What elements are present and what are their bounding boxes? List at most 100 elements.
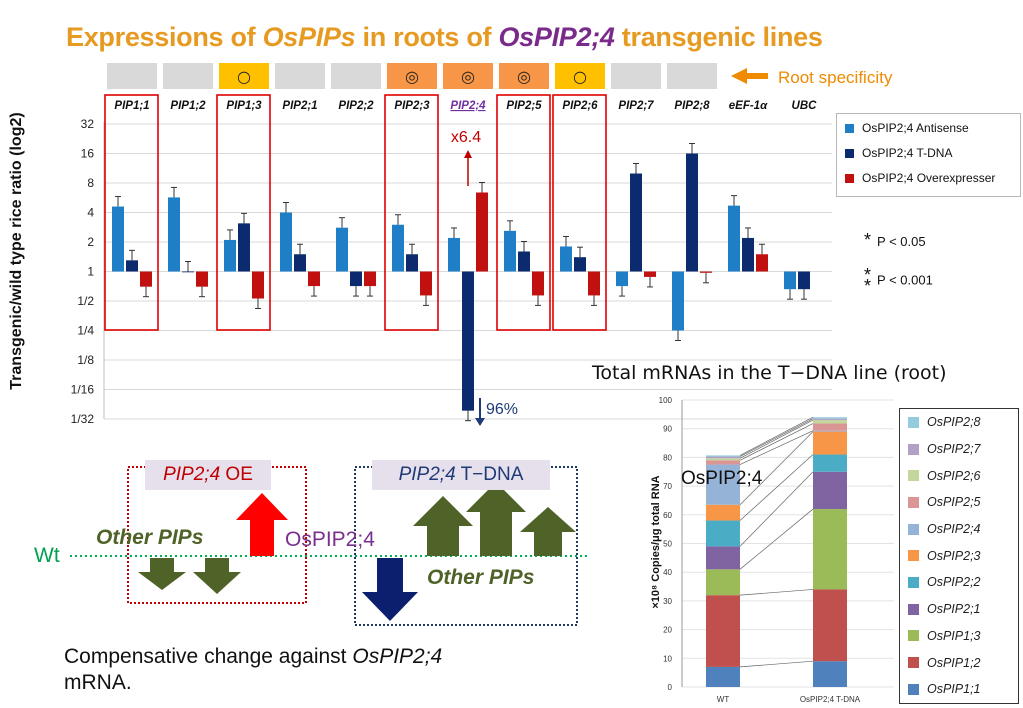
bar (756, 254, 768, 272)
bar (560, 246, 572, 272)
legend-swatch (908, 576, 919, 588)
stacked-legend-item: OsPIP2;8 (900, 409, 1018, 436)
specificity-cell (331, 63, 381, 89)
specificity-mark: ◎ (517, 67, 531, 86)
stacked-segment (706, 666, 740, 687)
chart-annotations: x6.4 96% (451, 129, 518, 426)
bar (518, 251, 530, 272)
bar (392, 224, 404, 272)
x-category-label: PIP2;6 (562, 100, 598, 112)
stacked-y-ticks: 0 10 20 30 40 50 60 70 80 90 100 (659, 396, 673, 692)
bar (588, 271, 600, 296)
x-category-label: PIP2;7 (618, 100, 654, 112)
other-pips-label-tdna: Other PIPs (427, 566, 535, 589)
annotation-up-arrowhead (464, 150, 472, 158)
bar (364, 271, 376, 287)
bar (686, 153, 698, 272)
stacked-legend-item: OsPIP2;3 (900, 542, 1018, 569)
bar (308, 271, 320, 287)
stacked-legend-item: OsPIP1;1 (900, 676, 1018, 703)
stacked-y-tick: 60 (663, 511, 672, 520)
bar (168, 197, 180, 272)
connector-line (739, 419, 814, 459)
pvalue-legend-2: * * P < 0.001 (864, 265, 933, 296)
stacked-segment (813, 420, 847, 424)
specificity-cell (443, 63, 493, 89)
legend-swatch (908, 683, 919, 695)
stacked-legend: OsPIP2;8 OsPIP2;7 OsPIP2;6 OsPIP2;5 OsPIP2;4… (899, 408, 1019, 704)
legend-swatch (908, 657, 919, 669)
bar (182, 271, 194, 273)
y-tick-label: 2 (87, 235, 94, 249)
legend-swatch (908, 523, 919, 535)
bar (574, 257, 586, 272)
stacked-legend-item: OsPIP2;6 (900, 462, 1018, 489)
x-category-label: PIP2;2 (338, 100, 374, 112)
bar (420, 271, 432, 296)
x-category-label: PIP2;1 (282, 100, 317, 112)
bar (406, 254, 418, 272)
stacked-x-category: OsPIP2;4 T-DNA (800, 695, 861, 704)
bar (700, 271, 712, 273)
connector-line (739, 430, 814, 465)
stacked-y-tick: 90 (663, 425, 672, 434)
stacked-segment (706, 458, 740, 461)
stacked-segment (706, 455, 740, 457)
bar (742, 237, 754, 272)
caption: Compensative change against OsPIP2;4 mRN… (64, 645, 443, 694)
stacked-bars (706, 417, 847, 687)
bar (728, 205, 740, 272)
stacked-segment (706, 504, 740, 521)
bar (462, 271, 474, 411)
stacked-y-tick: 70 (663, 482, 672, 491)
connector-line (739, 471, 814, 547)
legend-item-overexpresser: OsPIP2;4 Overexpresser (837, 167, 1020, 189)
bar (350, 271, 362, 287)
connector-line (739, 423, 814, 461)
x-category-label: PIP1;3 (226, 100, 262, 112)
annotation-down-arrowhead (475, 418, 485, 426)
stacked-segment (813, 431, 847, 455)
highlight-box (552, 94, 607, 331)
stacked-legend-item: OsPIP2;2 (900, 569, 1018, 596)
bar (504, 230, 516, 272)
x-category-label: PIP2;8 (674, 100, 710, 112)
stacked-segment (813, 454, 847, 472)
ospip24-note: OsPIP2;4 (681, 468, 763, 489)
legend-swatch (908, 603, 919, 615)
bar (476, 192, 488, 272)
y-tick-label: 1/32 (71, 412, 95, 426)
bar (336, 227, 348, 272)
legend-item-tdna: OsPIP2;4 T-DNA (837, 142, 1020, 164)
specificity-cell (499, 63, 549, 89)
chart-bars (112, 143, 810, 422)
specificity-mark: ◎ (405, 67, 419, 86)
stacked-legend-item: OsPIP1;3 (900, 623, 1018, 650)
stacked-y-tick: 10 (663, 654, 672, 663)
legend-swatch (908, 550, 919, 562)
specificity-mark: ○ (237, 67, 251, 86)
stacked-legend-item: OsPIP2;1 (900, 596, 1018, 623)
stacked-y-tick: 100 (659, 396, 673, 405)
tdna-up-arrow-1 (413, 496, 473, 556)
y-tick-label: 4 (87, 206, 94, 220)
stacked-segment (813, 509, 847, 590)
tdna-label: PIP2;4 T−DNA (372, 460, 550, 490)
legend-swatch (908, 416, 919, 428)
stacked-segment (706, 520, 740, 547)
bar (238, 223, 250, 272)
stacked-segment (706, 456, 740, 459)
y-tick-label: 32 (81, 117, 95, 131)
bar (280, 212, 292, 272)
connector-line (739, 418, 814, 457)
bar (112, 206, 124, 272)
stacked-segment (813, 418, 847, 421)
legend-swatch (908, 470, 919, 482)
connector-line (739, 416, 814, 456)
stacked-segment (813, 661, 847, 687)
oe-up-arrow (236, 493, 288, 556)
root-specificity-row: ○ ◎ ◎ ◎ ○ (107, 63, 768, 89)
y-tick-label: 8 (87, 176, 94, 190)
